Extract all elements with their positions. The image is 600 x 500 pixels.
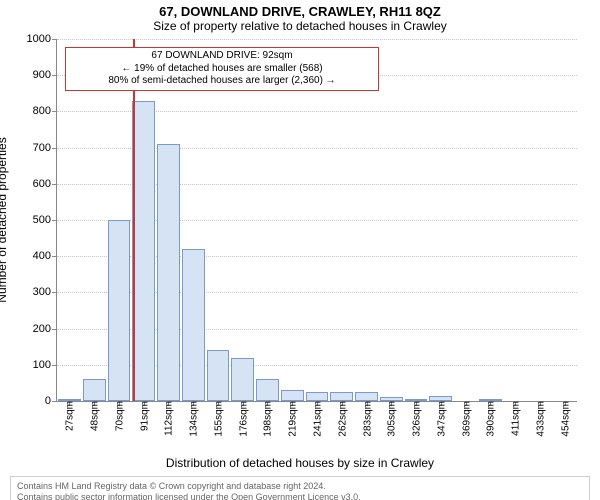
histogram-bar [355,392,378,401]
xtick-label: 70sqm [112,401,125,431]
xtick-label: 262sqm [335,401,348,437]
histogram-bar [256,379,279,401]
histogram-bar [330,392,353,401]
annotation-line: 67 DOWNLAND DRIVE: 92sqm [72,50,372,63]
xtick-label: 198sqm [261,401,274,437]
page-subtitle: Size of property relative to detached ho… [0,19,600,33]
xtick-label: 369sqm [459,401,472,437]
xtick-label: 112sqm [162,401,175,436]
ytick-label: 400 [33,250,57,262]
ytick-label: 600 [33,178,57,190]
ytick-label: 200 [33,323,57,335]
xtick-label: 326sqm [410,401,423,437]
xtick-label: 155sqm [211,401,224,437]
xtick-label: 347sqm [434,401,447,437]
xtick-label: 433sqm [533,401,546,437]
xtick-label: 241sqm [311,401,324,437]
ytick-label: 100 [33,359,57,371]
footer-line: Contains HM Land Registry data © Crown c… [17,481,583,492]
footer-attribution: Contains HM Land Registry data © Crown c… [10,476,590,500]
ytick-label: 300 [33,286,57,298]
histogram-bar [306,392,329,401]
annotation-line: ← 19% of detached houses are smaller (56… [72,63,372,76]
xtick-label: 411sqm [509,401,522,436]
histogram-bar [132,101,155,401]
xtick-label: 454sqm [558,401,571,437]
xtick-label: 134sqm [187,401,200,437]
xtick-label: 91sqm [137,401,150,431]
xtick-label: 27sqm [63,401,76,431]
marker-line [133,39,135,401]
annotation-line: 80% of semi-detached houses are larger (… [72,75,372,88]
histogram-bar [281,390,304,401]
xtick-label: 305sqm [385,401,398,437]
ytick-label: 900 [33,69,57,81]
histogram-bar [108,220,131,401]
histogram-bar [182,249,205,401]
xtick-label: 219sqm [286,401,299,437]
histogram-bar [207,350,230,401]
histogram-bar [83,379,106,401]
footer-line: Contains public sector information licen… [17,492,583,500]
x-axis-label: Distribution of detached houses by size … [0,456,600,470]
xtick-label: 283sqm [360,401,373,437]
page-title: 67, DOWNLAND DRIVE, CRAWLEY, RH11 8QZ [0,0,600,19]
ytick-label: 800 [33,105,57,117]
xtick-label: 48sqm [88,401,101,431]
histogram-bar [231,358,254,401]
histogram-chart: Number of detached properties 0100200300… [56,39,577,402]
xtick-label: 390sqm [484,401,497,437]
y-axis-label: Number of detached properties [0,137,9,302]
xtick-label: 176sqm [236,401,249,437]
ytick-label: 500 [33,214,57,226]
ytick-label: 0 [45,395,57,407]
annotation-box: 67 DOWNLAND DRIVE: 92sqm← 19% of detache… [65,47,379,91]
ytick-label: 700 [33,142,57,154]
ytick-label: 1000 [27,33,57,45]
histogram-bar [157,144,180,401]
